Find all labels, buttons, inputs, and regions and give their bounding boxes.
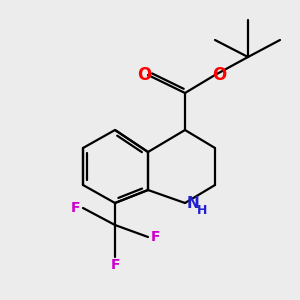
Text: O: O (137, 66, 151, 84)
Text: F: F (151, 230, 161, 244)
Text: F: F (70, 201, 80, 215)
Text: H: H (197, 205, 207, 218)
Text: O: O (212, 66, 226, 84)
Text: N: N (187, 196, 200, 211)
Text: F: F (110, 258, 120, 272)
